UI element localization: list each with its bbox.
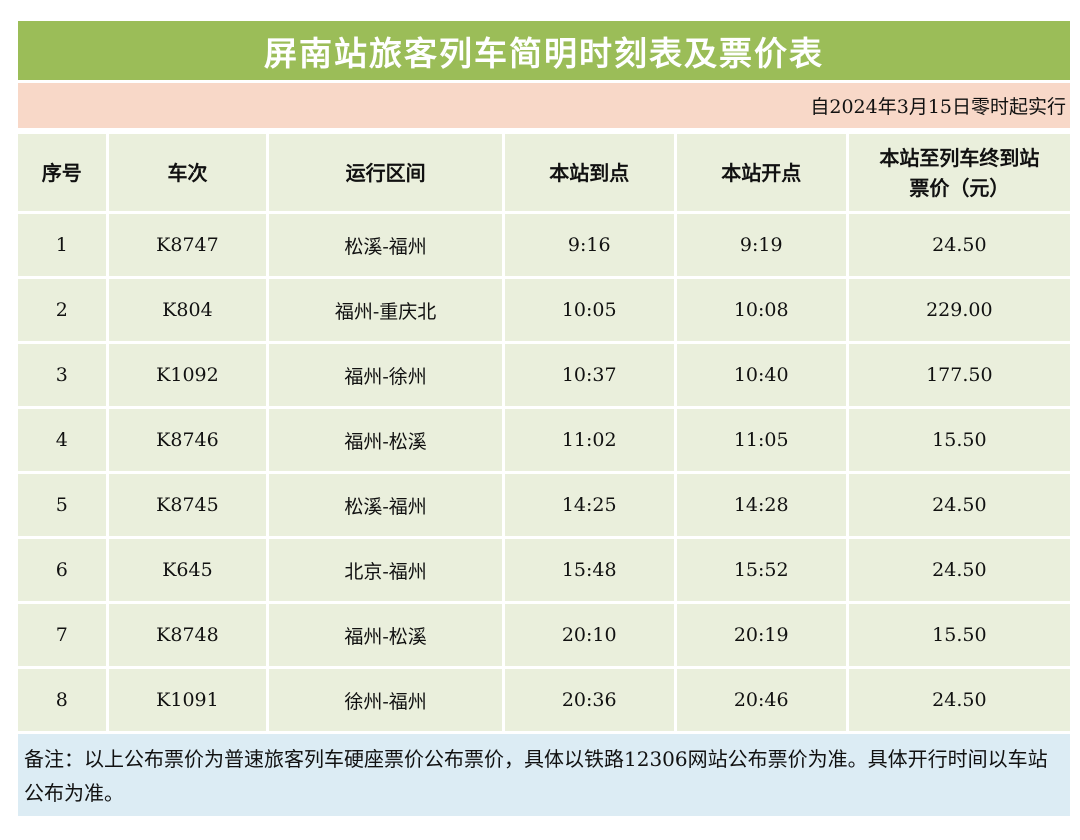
header-arrive: 本站到点 xyxy=(504,134,674,211)
note-text: 备注：以上公布票价为普速旅客列车硬座票价公布票价，具体以铁路12306网站公布票… xyxy=(24,747,1048,805)
cell-depart: 20:19 xyxy=(676,604,846,666)
cell-price: 24.50 xyxy=(848,669,1070,731)
effective-date-bar: 自2024年3月15日零时起实行 xyxy=(18,83,1070,128)
header-row: 序号 车次 运行区间 本站到点 本站开点 本站至列车终到站 票价（元） xyxy=(18,134,1070,211)
cell-train: K8745 xyxy=(108,474,267,536)
table-row: 8 K1091 徐州-福州 20:36 20:46 24.50 xyxy=(18,669,1070,731)
cell-train: K8746 xyxy=(108,409,267,471)
cell-arrive: 20:36 xyxy=(504,669,674,731)
cell-arrive: 15:48 xyxy=(504,539,674,601)
cell-depart: 9:19 xyxy=(676,214,846,276)
cell-route: 松溪-福州 xyxy=(269,214,502,276)
cell-depart: 10:08 xyxy=(676,279,846,341)
page-title: 屏南站旅客列车简明时刻表及票价表 xyxy=(18,21,1070,80)
cell-seq: 8 xyxy=(18,669,106,731)
cell-depart: 11:05 xyxy=(676,409,846,471)
cell-price: 24.50 xyxy=(848,214,1070,276)
cell-arrive: 20:10 xyxy=(504,604,674,666)
cell-price: 24.50 xyxy=(848,539,1070,601)
cell-train: K8748 xyxy=(108,604,267,666)
header-seq: 序号 xyxy=(18,134,106,211)
cell-arrive: 14:25 xyxy=(504,474,674,536)
cell-price: 177.50 xyxy=(848,344,1070,406)
cell-arrive: 11:02 xyxy=(504,409,674,471)
header-price: 本站至列车终到站 票价（元） xyxy=(848,134,1070,211)
cell-depart: 14:28 xyxy=(676,474,846,536)
cell-train: K1091 xyxy=(108,669,267,731)
timetable: 序号 车次 运行区间 本站到点 本站开点 本站至列车终到站 票价（元） 1 K8… xyxy=(15,131,1073,734)
header-price-line2: 票价（元） xyxy=(909,175,1010,200)
cell-price: 229.00 xyxy=(848,279,1070,341)
cell-route: 福州-松溪 xyxy=(269,409,502,471)
cell-seq: 7 xyxy=(18,604,106,666)
cell-route: 徐州-福州 xyxy=(269,669,502,731)
cell-train: K804 xyxy=(108,279,267,341)
cell-seq: 4 xyxy=(18,409,106,471)
header-depart: 本站开点 xyxy=(676,134,846,211)
cell-depart: 15:52 xyxy=(676,539,846,601)
cell-train: K8747 xyxy=(108,214,267,276)
table-row: 1 K8747 松溪-福州 9:16 9:19 24.50 xyxy=(18,214,1070,276)
table-row: 4 K8746 福州-松溪 11:02 11:05 15.50 xyxy=(18,409,1070,471)
cell-train: K1092 xyxy=(108,344,267,406)
table-row: 3 K1092 福州-徐州 10:37 10:40 177.50 xyxy=(18,344,1070,406)
cell-route: 松溪-福州 xyxy=(269,474,502,536)
note-bar: 备注：以上公布票价为普速旅客列车硬座票价公布票价，具体以铁路12306网站公布票… xyxy=(18,734,1070,816)
table-row: 6 K645 北京-福州 15:48 15:52 24.50 xyxy=(18,539,1070,601)
table-row: 5 K8745 松溪-福州 14:25 14:28 24.50 xyxy=(18,474,1070,536)
cell-price: 15.50 xyxy=(848,604,1070,666)
cell-route: 福州-重庆北 xyxy=(269,279,502,341)
cell-seq: 2 xyxy=(18,279,106,341)
cell-seq: 5 xyxy=(18,474,106,536)
cell-price: 15.50 xyxy=(848,409,1070,471)
cell-seq: 6 xyxy=(18,539,106,601)
timetable-sheet: 屏南站旅客列车简明时刻表及票价表 自2024年3月15日零时起实行 序号 车次 … xyxy=(18,21,1070,816)
table-row: 7 K8748 福州-松溪 20:10 20:19 15.50 xyxy=(18,604,1070,666)
cell-route: 福州-松溪 xyxy=(269,604,502,666)
header-price-line1: 本站至列车终到站 xyxy=(879,145,1040,170)
cell-seq: 3 xyxy=(18,344,106,406)
cell-route: 福州-徐州 xyxy=(269,344,502,406)
cell-depart: 10:40 xyxy=(676,344,846,406)
cell-depart: 20:46 xyxy=(676,669,846,731)
cell-arrive: 9:16 xyxy=(504,214,674,276)
effective-date: 自2024年3月15日零时起实行 xyxy=(810,96,1066,118)
header-route: 运行区间 xyxy=(269,134,502,211)
cell-route: 北京-福州 xyxy=(269,539,502,601)
cell-arrive: 10:37 xyxy=(504,344,674,406)
cell-price: 24.50 xyxy=(848,474,1070,536)
cell-arrive: 10:05 xyxy=(504,279,674,341)
table-row: 2 K804 福州-重庆北 10:05 10:08 229.00 xyxy=(18,279,1070,341)
header-train: 车次 xyxy=(108,134,267,211)
cell-seq: 1 xyxy=(18,214,106,276)
cell-train: K645 xyxy=(108,539,267,601)
